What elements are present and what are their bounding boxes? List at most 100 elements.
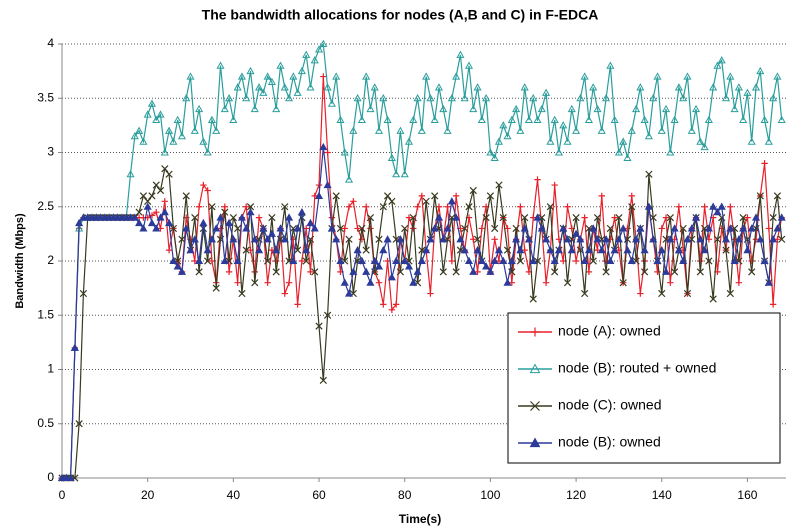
- data-point: [773, 224, 782, 232]
- data-point: [697, 257, 704, 265]
- data-point: [499, 213, 507, 222]
- data-point: [503, 278, 512, 286]
- data-point: [379, 94, 388, 102]
- x-axis-label: Time(s): [399, 512, 441, 526]
- data-point: [683, 72, 692, 80]
- data-point: [156, 186, 165, 195]
- data-point: [658, 225, 665, 232]
- data-point: [314, 191, 324, 199]
- data-point: [199, 218, 208, 227]
- data-point: [178, 235, 186, 243]
- data-point: [276, 224, 285, 232]
- data-point: [434, 213, 444, 221]
- data-point: [409, 278, 418, 286]
- data-point: [751, 213, 761, 221]
- data-point: [589, 224, 598, 232]
- data-point: [143, 110, 152, 118]
- data-point: [507, 256, 516, 265]
- data-point: [533, 213, 542, 221]
- data-point: [165, 126, 174, 134]
- data-point: [709, 295, 717, 303]
- data-point: [469, 186, 477, 195]
- data-point: [713, 61, 722, 69]
- data-point: [165, 170, 173, 178]
- data-point: [212, 224, 221, 232]
- data-point: [135, 126, 144, 134]
- data-point: [375, 279, 383, 286]
- y-tick-label: 2.5: [37, 199, 54, 213]
- data-point: [208, 203, 216, 211]
- data-point: [246, 207, 255, 216]
- data-point: [773, 192, 782, 200]
- data-point: [670, 268, 679, 276]
- data-point: [589, 83, 598, 91]
- data-point: [623, 153, 632, 161]
- data-point: [761, 160, 768, 167]
- data-point: [379, 203, 387, 211]
- data-point: [160, 207, 169, 216]
- data-point: [383, 235, 392, 243]
- data-point: [482, 94, 491, 102]
- data-point: [704, 115, 713, 124]
- data-point: [722, 246, 730, 254]
- data-point: [310, 224, 319, 232]
- data-point: [469, 104, 478, 113]
- data-point: [289, 256, 298, 265]
- data-point: [580, 256, 589, 265]
- data-point: [721, 235, 731, 243]
- data-point: [212, 126, 221, 134]
- data-point: [584, 115, 593, 124]
- data-point: [195, 256, 204, 265]
- data-point: [332, 192, 340, 200]
- data-point: [250, 104, 259, 113]
- data-point: [748, 268, 756, 276]
- data-point: [357, 115, 366, 124]
- data-point: [516, 257, 525, 265]
- data-point: [448, 257, 456, 265]
- legend-marker: [530, 327, 540, 337]
- data-point: [126, 169, 135, 178]
- data-point: [431, 192, 439, 200]
- data-point: [285, 94, 294, 102]
- data-point: [169, 137, 178, 145]
- data-point: [177, 267, 187, 275]
- data-point: [576, 94, 585, 102]
- data-point: [165, 246, 173, 254]
- data-point: [345, 235, 353, 243]
- data-point: [161, 165, 169, 173]
- data-point: [654, 268, 661, 276]
- data-point: [367, 225, 374, 232]
- data-point: [418, 192, 426, 200]
- data-point: [503, 246, 512, 254]
- data-point: [679, 224, 687, 233]
- data-point: [456, 235, 465, 243]
- data-point: [392, 301, 400, 308]
- data-point: [147, 99, 157, 107]
- data-point: [495, 181, 503, 189]
- data-point: [641, 268, 649, 276]
- data-point: [640, 245, 649, 254]
- data-point: [246, 66, 255, 75]
- y-tick-label: 3: [47, 145, 54, 159]
- data-point: [452, 268, 460, 276]
- data-point: [644, 131, 653, 140]
- data-point: [242, 224, 251, 232]
- data-point: [66, 473, 75, 482]
- data-point: [242, 246, 250, 254]
- data-point: [559, 121, 568, 129]
- data-point: [666, 235, 675, 243]
- data-point: [464, 256, 474, 265]
- data-point: [190, 126, 199, 134]
- series-line: [62, 42, 783, 479]
- data-point: [537, 104, 546, 113]
- data-point: [323, 83, 332, 91]
- data-point: [653, 256, 662, 265]
- data-point: [769, 301, 777, 308]
- data-point: [662, 214, 670, 221]
- data-point: [551, 181, 558, 189]
- data-point: [350, 198, 357, 205]
- data-point: [739, 224, 748, 232]
- data-point: [658, 289, 666, 298]
- data-point: [477, 115, 486, 124]
- data-point: [307, 268, 314, 276]
